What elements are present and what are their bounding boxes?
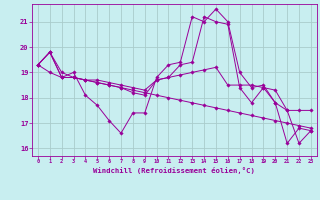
X-axis label: Windchill (Refroidissement éolien,°C): Windchill (Refroidissement éolien,°C) [93,167,255,174]
